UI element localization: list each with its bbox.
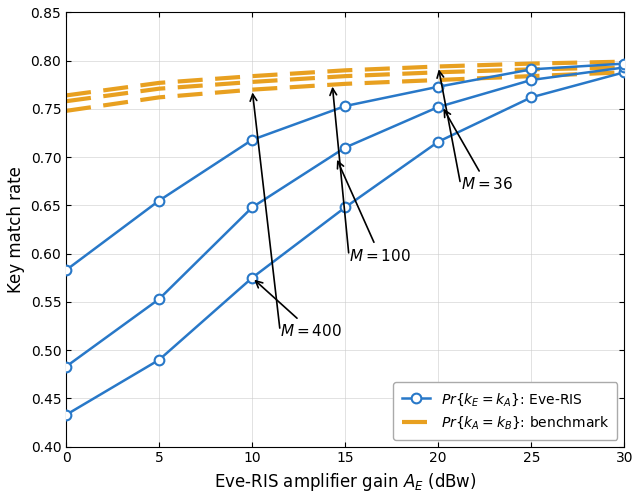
Legend: $Pr\{k_E = k_A\}$: Eve-RIS, $Pr\{k_A = k_B\}$: benchmark: $Pr\{k_E = k_A\}$: Eve-RIS, $Pr\{k_A = k…	[394, 382, 618, 440]
X-axis label: Eve-RIS amplifier gain $A_E$ (dBw): Eve-RIS amplifier gain $A_E$ (dBw)	[214, 471, 477, 493]
Y-axis label: Key match rate: Key match rate	[7, 166, 25, 293]
Text: $M = 100$: $M = 100$	[337, 162, 411, 264]
Text: $M = 400$: $M = 400$	[255, 281, 342, 339]
Text: $M = 36$: $M = 36$	[444, 110, 513, 192]
